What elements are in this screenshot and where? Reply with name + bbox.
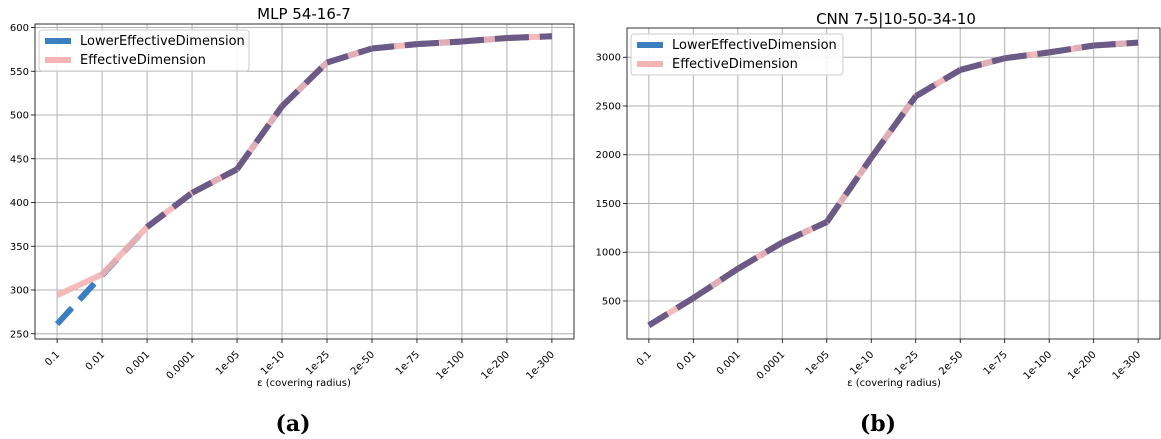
series-overlap-segment — [234, 104, 285, 171]
y-tick-label: 550 — [10, 67, 29, 78]
y-tick-label: 1000 — [596, 248, 621, 259]
x-tick-label: 1e-25 — [893, 349, 921, 377]
y-tick-label: 500 — [602, 296, 621, 307]
series-overlap-segment — [736, 239, 784, 272]
x-tick-label: 0.1 — [43, 349, 62, 368]
chart-panel-a: MLP 54-16-7 0.1 0.01 0.001 0.0001 1e-05 1e-10… — [10, 5, 575, 437]
legend-box — [38, 29, 250, 72]
x-tick-label: 0.01 — [84, 349, 108, 373]
x-tick-label: 1e-75 — [982, 349, 1010, 377]
x-tick-label: 0.0001 — [165, 349, 198, 382]
series-overlap-segment — [1004, 49, 1050, 62]
legend: LowerEffectiveDimension EffectiveDimensio… — [630, 33, 844, 76]
x-tick-label: 1e-05 — [214, 349, 242, 377]
y-tick-label: 2000 — [596, 150, 621, 161]
y-tick-label: 3000 — [596, 53, 621, 64]
y-tick-label: 1500 — [596, 199, 621, 210]
y-tick-label: 250 — [10, 329, 29, 340]
series-overlap-segment — [959, 55, 1006, 73]
series-overlap-segment — [781, 219, 829, 246]
x-tick-label: 0.01 — [675, 349, 699, 373]
series-overlap-segment — [145, 190, 194, 230]
x-tick-label: 0.1 — [635, 349, 654, 368]
series-overlap-segment — [190, 166, 239, 196]
x-tick-label: 1e-300 — [524, 349, 557, 382]
x-tick-label: 1e-10 — [259, 349, 287, 377]
x-tick-label: 1e-10 — [848, 349, 876, 377]
series-overlap-segment — [868, 94, 919, 160]
plot-frame — [626, 27, 1161, 340]
x-tick-label: 1e-25 — [304, 349, 332, 377]
x-tick-label: 1e-100 — [434, 349, 467, 382]
series-overlap-segment — [279, 60, 330, 109]
y-tick-label: 2500 — [596, 101, 621, 112]
x-tick-label: 1e-75 — [394, 349, 422, 377]
x-tick-label: 2e-50 — [937, 349, 965, 377]
y-tick-label: 400 — [10, 198, 29, 209]
series-overlap-segment — [1048, 42, 1095, 56]
y-tick-label: 600 — [10, 23, 29, 34]
series-line-lower-effective-dimension — [54, 33, 553, 327]
series-overlap-segment — [326, 45, 373, 66]
chart-panel-b: CNN 7-5|10-50-34-10 0.1 0.01 0.001 0.0001 1e… — [596, 10, 1161, 437]
legend: LowerEffectiveDimension EffectiveDimensio… — [38, 29, 250, 72]
panel-caption: (b) — [860, 411, 896, 437]
x-tick-label: 2e-50 — [349, 349, 377, 377]
series-overlap-segment — [371, 41, 418, 52]
chart-title: MLP 54-16-7 — [257, 5, 351, 23]
panel-caption: (a) — [275, 411, 310, 437]
series-overlap-segment — [647, 295, 695, 328]
series-overlap-segment — [416, 38, 463, 48]
x-tick-label: 1e-05 — [804, 349, 832, 377]
x-tick-label: 1e-200 — [479, 349, 512, 382]
series-line-effective-dimension — [55, 33, 553, 299]
legend-label-lower-effective-dimension: LowerEffectiveDimension — [80, 34, 245, 49]
x-tick-label: 0.001 — [124, 349, 152, 377]
legend-label-lower-effective-dimension: LowerEffectiveDimension — [672, 38, 837, 53]
x-tick-label: 0.0001 — [755, 349, 788, 382]
x-axis-label: ε (covering radius) — [257, 378, 351, 389]
legend-label-effective-dimension: EffectiveDimension — [80, 53, 206, 68]
series-overlap-segment — [506, 33, 553, 41]
y-tick-label: 500 — [10, 111, 29, 122]
y-tick-label: 350 — [10, 242, 29, 253]
series-overlap-segment — [1093, 39, 1139, 49]
x-tick-label: 1e-300 — [1111, 349, 1144, 382]
series-line-lower-effective-dimension — [647, 39, 1139, 328]
y-tick-label: 450 — [10, 154, 29, 165]
plot-frame — [34, 23, 575, 340]
series-line-effective-dimension — [647, 39, 1139, 328]
series-overlap-segment — [691, 266, 740, 301]
chart-title: CNN 7-5|10-50-34-10 — [816, 10, 976, 28]
x-axis-label: ε (covering radius) — [847, 378, 941, 389]
legend-label-effective-dimension: EffectiveDimension — [672, 57, 798, 72]
x-tick-label: 1e-200 — [1066, 349, 1099, 382]
series-overlap-segment — [461, 35, 508, 45]
x-tick-label: 1e-100 — [1022, 349, 1055, 382]
x-tick-label: 0.001 — [715, 349, 743, 377]
legend-box — [630, 33, 844, 76]
series-overlap-segment — [824, 155, 874, 224]
series-overlap-segment — [914, 67, 962, 99]
y-tick-label: 300 — [10, 286, 29, 297]
